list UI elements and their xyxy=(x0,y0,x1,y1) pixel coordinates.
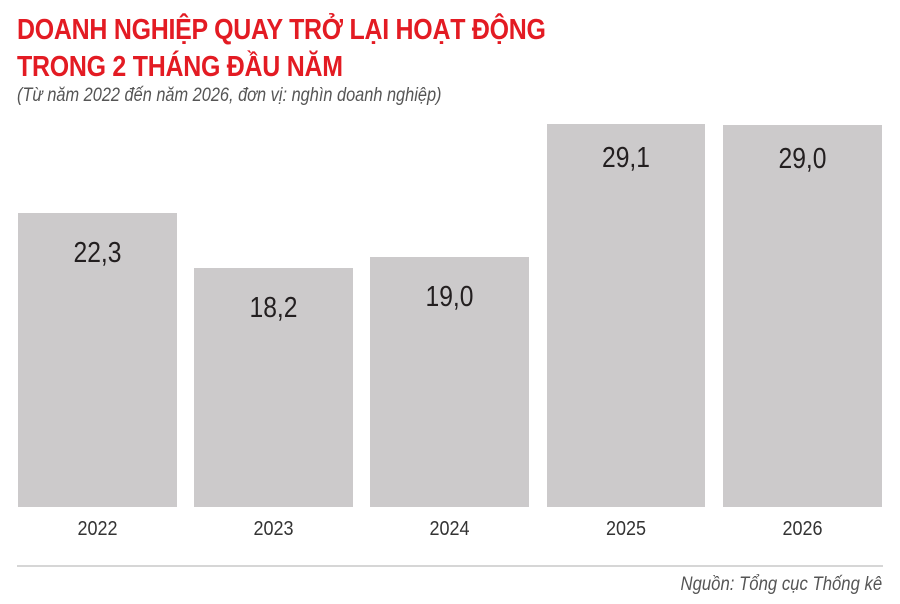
footer-divider xyxy=(17,565,883,567)
bar-2026: 29,0 xyxy=(723,125,882,507)
chart-subtitle: (Từ năm 2022 đến năm 2026, đơn vị: nghìn… xyxy=(17,85,442,106)
x-axis-label-2026: 2026 xyxy=(782,518,823,540)
bar-value-label: 19,0 xyxy=(425,281,474,313)
bar-value-label: 18,2 xyxy=(249,292,298,324)
bar-value-label: 29,0 xyxy=(778,143,827,175)
chart-title-line2: TRONG 2 THÁNG ĐẦU NĂM xyxy=(17,51,343,83)
bar-value-label: 22,3 xyxy=(73,237,122,269)
x-axis-label-2023: 2023 xyxy=(253,518,294,540)
bar-2023: 18,2 xyxy=(194,268,353,507)
chart-title-line1: DOANH NGHIỆP QUAY TRỞ LẠI HOẠT ĐỘNG xyxy=(17,14,546,46)
bar-2022: 22,3 xyxy=(18,213,177,507)
x-axis-label-2025: 2025 xyxy=(605,518,647,540)
source-note: Nguồn: Tổng cục Thống kê xyxy=(680,574,882,595)
bar-2025: 29,1 xyxy=(547,124,705,507)
x-axis-label-2024: 2024 xyxy=(429,518,470,540)
chart-title: DOANH NGHIỆP QUAY TRỞ LẠI HOẠT ĐỘNG TRON… xyxy=(17,12,546,86)
x-axis-label-2022: 2022 xyxy=(77,518,118,540)
bar-value-label: 29,1 xyxy=(602,142,650,174)
bar-2024: 19,0 xyxy=(370,257,529,507)
